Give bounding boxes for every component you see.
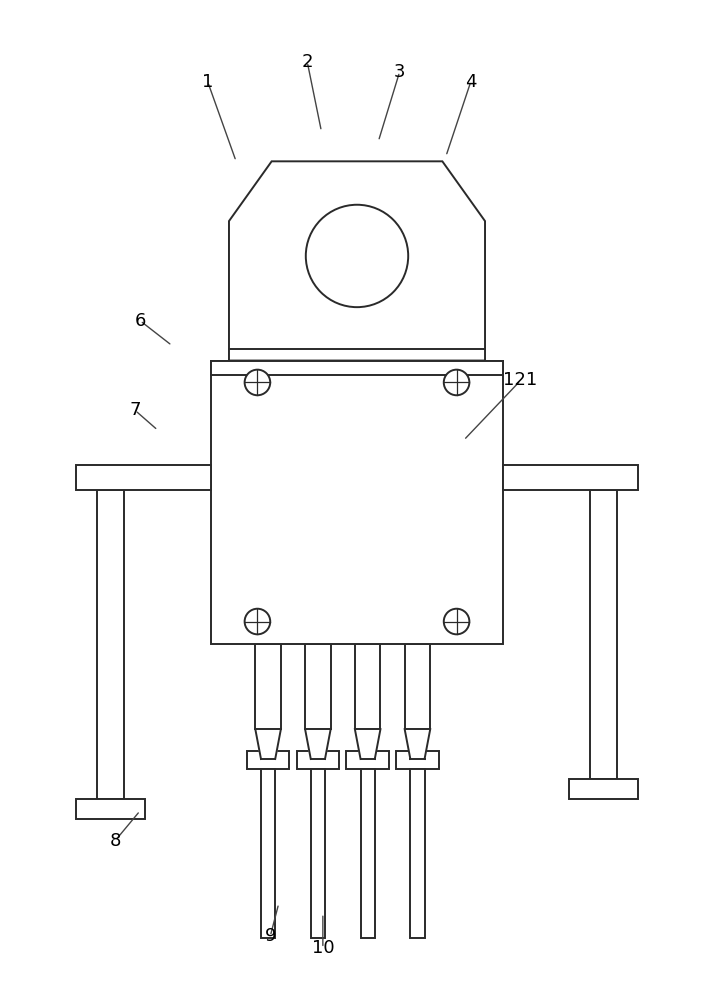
Bar — [405, 644, 431, 729]
Bar — [355, 644, 381, 729]
Bar — [411, 751, 425, 759]
Text: 1: 1 — [202, 73, 213, 91]
Text: 6: 6 — [134, 312, 146, 330]
Text: 4: 4 — [465, 73, 476, 91]
Bar — [503, 465, 638, 490]
Circle shape — [245, 370, 270, 395]
Bar — [569, 779, 638, 799]
Bar — [311, 751, 325, 759]
Text: 7: 7 — [129, 401, 141, 419]
Bar — [311, 769, 325, 938]
Text: 3: 3 — [394, 63, 406, 81]
Polygon shape — [355, 729, 381, 759]
Bar — [590, 490, 617, 779]
Bar — [76, 465, 211, 490]
Polygon shape — [305, 729, 331, 759]
Bar — [76, 799, 145, 819]
Bar — [256, 644, 281, 729]
Text: 9: 9 — [264, 927, 276, 945]
Bar — [305, 644, 331, 729]
Bar — [346, 751, 389, 769]
Bar — [247, 751, 289, 769]
Polygon shape — [256, 729, 281, 759]
Bar — [361, 751, 375, 759]
Circle shape — [306, 205, 408, 307]
Circle shape — [444, 609, 469, 634]
Bar — [396, 751, 439, 769]
Bar — [211, 361, 503, 644]
Text: 8: 8 — [109, 832, 121, 850]
Bar — [361, 769, 375, 938]
Circle shape — [444, 370, 469, 395]
Polygon shape — [229, 161, 485, 361]
Bar — [296, 751, 339, 769]
Bar — [97, 490, 124, 799]
Polygon shape — [405, 729, 431, 759]
Text: 121: 121 — [503, 371, 538, 389]
Text: 2: 2 — [301, 53, 313, 71]
Bar — [261, 751, 275, 759]
Bar — [211, 361, 503, 375]
Text: 10: 10 — [311, 939, 334, 957]
Circle shape — [245, 609, 270, 634]
Bar — [411, 769, 425, 938]
Bar — [261, 769, 275, 938]
